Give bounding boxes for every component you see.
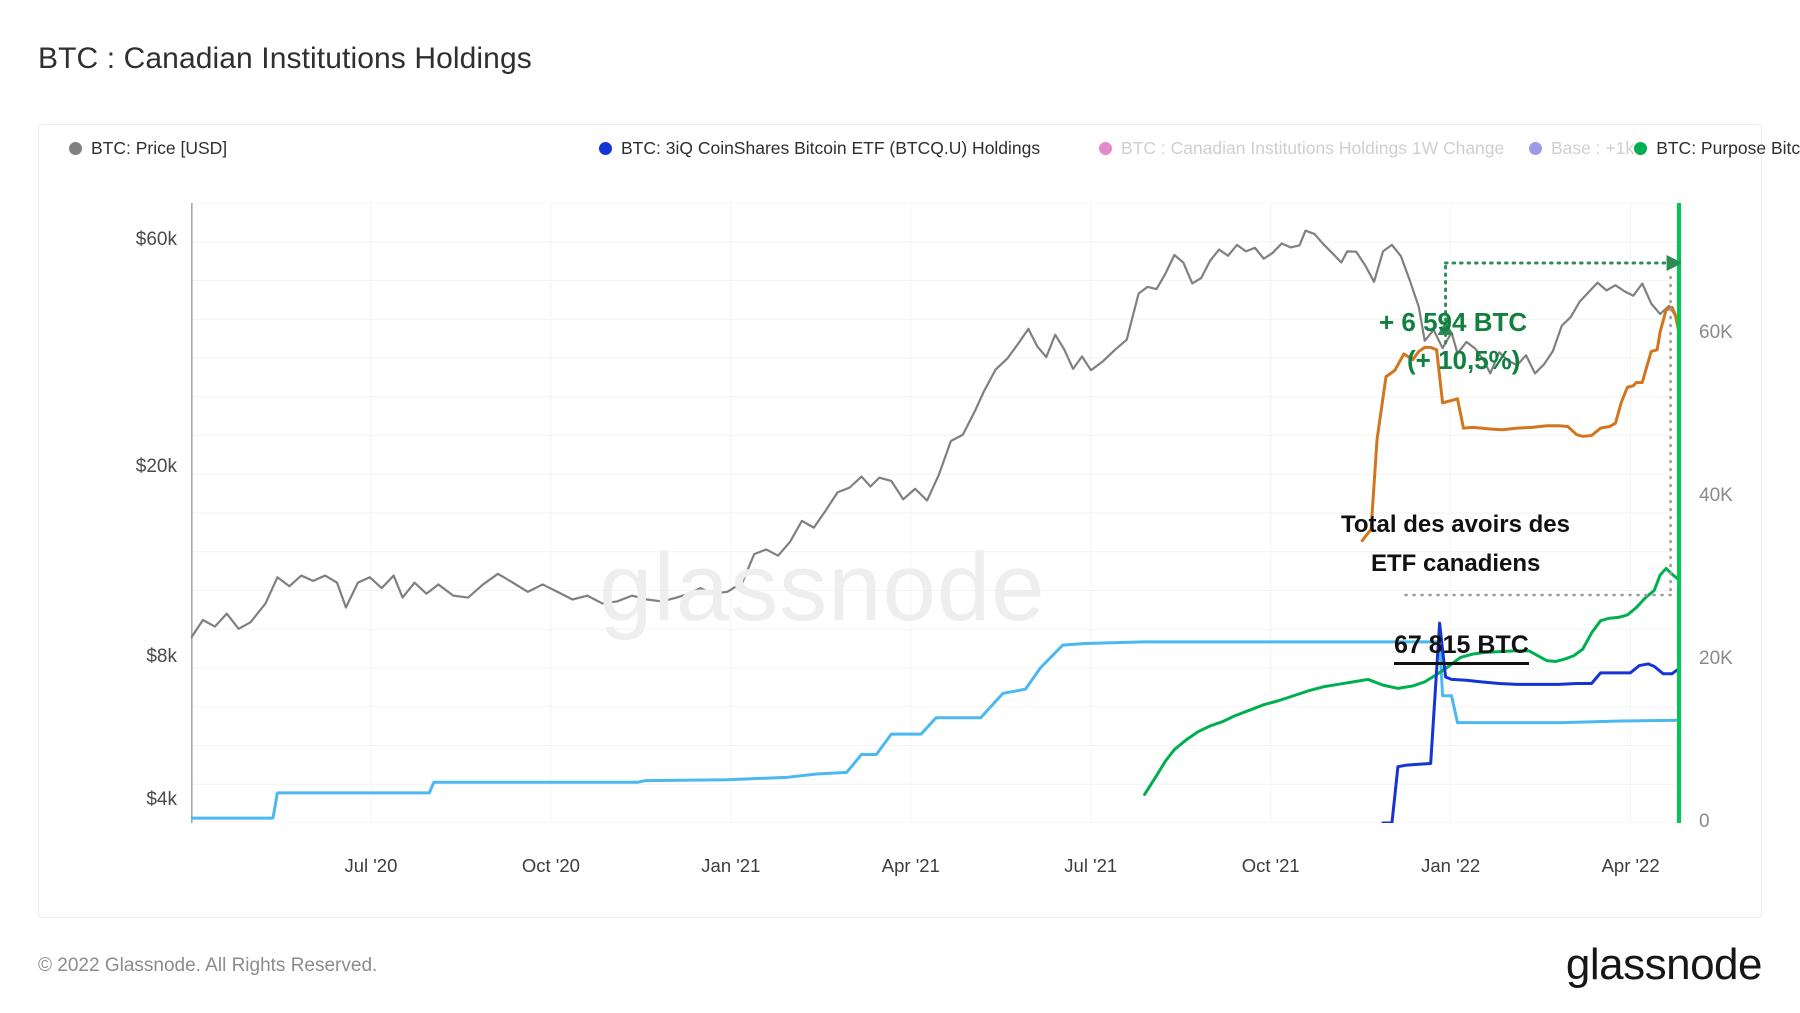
series-line xyxy=(1143,566,1681,796)
legend-label-purpose-etf: BTC: Purpose Bitcoin ETF Holdings xyxy=(1656,138,1800,158)
legend-swatch-holdings-1w-change xyxy=(1099,142,1112,155)
x-axis-tick: Jan '21 xyxy=(701,855,761,876)
x-axis-tick: Apr '22 xyxy=(1601,855,1660,876)
chart-legend: BTC: Price [USD] BTC: 3iQ CoinShares Bit… xyxy=(69,137,1800,160)
right-axis-tick: 0 xyxy=(1699,811,1710,832)
legend-swatch-3iq-coinshares xyxy=(599,142,612,155)
annotation-change-percent: (+ 10,5%) xyxy=(1407,345,1521,375)
series-line xyxy=(1360,305,1681,543)
footer-copyright: © 2022 Glassnode. All Rights Reserved. xyxy=(38,955,378,976)
legend-item-3iq-coinshares[interactable]: BTC: 3iQ CoinShares Bitcoin ETF (BTCQ.U)… xyxy=(599,137,1099,160)
annotation-change-btc: + 6 594 BTC xyxy=(1379,307,1528,337)
x-axis-tick: Oct '21 xyxy=(1241,855,1300,876)
series-line xyxy=(191,229,1681,640)
legend-label-base-plus-1k: Base : +1k xyxy=(1551,138,1635,158)
legend-label-3iq-coinshares: BTC: 3iQ CoinShares Bitcoin ETF (BTCQ.U)… xyxy=(621,138,1041,158)
x-axis-tick: Jan '22 xyxy=(1421,855,1481,876)
chart-card: BTC: Price [USD] BTC: 3iQ CoinShares Bit… xyxy=(38,124,1800,918)
legend-swatch-base-plus-1k xyxy=(1529,142,1542,155)
left-axis-tick: $4k xyxy=(146,789,177,811)
legend-item-holdings-1w-change[interactable]: BTC : Canadian Institutions Holdings 1W … xyxy=(1099,137,1529,160)
left-axis-tick: $8k xyxy=(146,645,177,667)
plot-area xyxy=(191,203,1681,823)
series-line xyxy=(191,640,1681,820)
x-axis-tick: Apr '21 xyxy=(881,855,940,876)
page-title: BTC : Canadian Institutions Holdings xyxy=(38,42,532,75)
glassnode-watermark: glassnode xyxy=(599,534,1046,641)
change-arrow-head-right xyxy=(1666,255,1681,271)
legend-label-btc-price: BTC: Price [USD] xyxy=(91,138,228,158)
change-arrow-head-up xyxy=(1437,321,1454,335)
x-axis-tick: Jul '20 xyxy=(344,855,398,876)
legend-item-base-plus-1k[interactable]: Base : +1k xyxy=(1529,137,1634,160)
x-axis-tick: Jul '21 xyxy=(1064,855,1118,876)
legend-item-btc-price[interactable]: BTC: Price [USD] xyxy=(69,137,599,160)
chart-markers xyxy=(1404,203,1681,823)
annotation-total-line2: ETF canadiens xyxy=(1371,550,1541,577)
legend-swatch-btc-price xyxy=(69,142,82,155)
chart-plot-svg xyxy=(191,203,1681,823)
annotation-total-line1: Total des avoirs des xyxy=(1341,511,1570,538)
right-axis-tick: 20K xyxy=(1699,647,1733,669)
glassnode-logo: glassnode xyxy=(1565,940,1763,989)
series-lines xyxy=(191,229,1681,823)
legend-label-holdings-1w-change: BTC : Canadian Institutions Holdings 1W … xyxy=(1121,138,1505,158)
legend-item-purpose-etf[interactable]: BTC: Purpose Bitcoin ETF Holdings xyxy=(1634,137,1800,160)
annotation-total-value: 67 815 BTC xyxy=(1394,631,1529,665)
x-axis-tick: Oct '20 xyxy=(521,855,580,876)
series-line xyxy=(1381,621,1681,823)
legend-swatch-purpose-etf xyxy=(1634,142,1648,155)
left-axis-tick: $60k xyxy=(135,228,177,250)
right-axis-tick: 60K xyxy=(1699,321,1733,343)
right-axis-tick: 40K xyxy=(1699,484,1733,506)
left-axis-tick: $20k xyxy=(135,456,177,478)
